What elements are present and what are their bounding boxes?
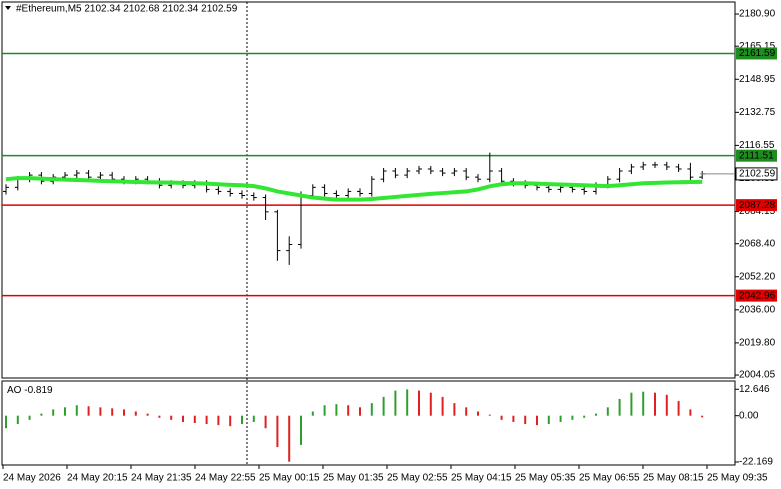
level-label: 2042.96 <box>739 290 776 301</box>
ao-title: AO -0.819 <box>7 385 53 396</box>
ao-frame <box>1 380 736 466</box>
ao-last-value: -0.819 <box>24 385 53 396</box>
x-tick-label: 25 May 05:35 <box>515 473 576 484</box>
ao-name: AO <box>7 385 22 396</box>
level-label: 2111.51 <box>739 150 774 161</box>
y-tick-label: 2165.15 <box>739 41 776 52</box>
x-tick-label: 24 May 21:35 <box>131 473 192 484</box>
x-tick-label: 25 May 01:35 <box>323 473 384 484</box>
x-tick-label: 25 May 06:55 <box>579 473 640 484</box>
x-tick-label: 25 May 09:35 <box>707 473 768 484</box>
level-label-box <box>736 149 777 162</box>
y-tick-label: 2132.75 <box>739 107 776 118</box>
moving-average <box>5 176 703 202</box>
x-tick-label: 25 May 08:15 <box>643 473 704 484</box>
y-tick-label: 2068.40 <box>739 238 776 249</box>
level-label-box <box>736 289 777 302</box>
collapse-arrow <box>5 6 11 10</box>
level-label-box <box>736 199 777 212</box>
level-label: 2087.28 <box>739 200 776 211</box>
x-tick-label: 24 May 20:15 <box>67 473 128 484</box>
y-tick-label: 2052.20 <box>739 271 776 282</box>
chart-title: #Ethereum,M5 2102.34 2102.68 2102.34 210… <box>16 4 238 15</box>
y-tick-label: 2180.90 <box>739 9 776 20</box>
level-label-box <box>736 47 777 60</box>
y-tick-label: 2019.80 <box>739 338 776 349</box>
x-tick-label: 24 May 2026 <box>3 473 61 484</box>
y-tick-label: 2148.95 <box>739 74 776 85</box>
x-tick-label: 25 May 02:55 <box>387 473 448 484</box>
y-tick-label: 2084.15 <box>739 206 776 217</box>
y-tick-label: 2004.05 <box>739 370 776 381</box>
y-tick-label: 0.00 <box>739 410 759 421</box>
current-price-label: 2102.59 <box>739 169 776 180</box>
x-tick-label: 24 May 22:55 <box>195 473 256 484</box>
level-label: 2161.59 <box>739 48 776 59</box>
x-tick-label: 25 May 00:15 <box>259 473 320 484</box>
current-price-box <box>735 167 778 181</box>
y-tick-label: 2116.55 <box>739 140 775 151</box>
y-tick-label: 2036.00 <box>739 304 776 315</box>
main-frame <box>1 1 736 379</box>
x-tick-label: 25 May 04:15 <box>451 473 512 484</box>
y-tick-label: -22.169 <box>739 457 773 468</box>
y-tick-label: 12.646 <box>739 384 770 395</box>
